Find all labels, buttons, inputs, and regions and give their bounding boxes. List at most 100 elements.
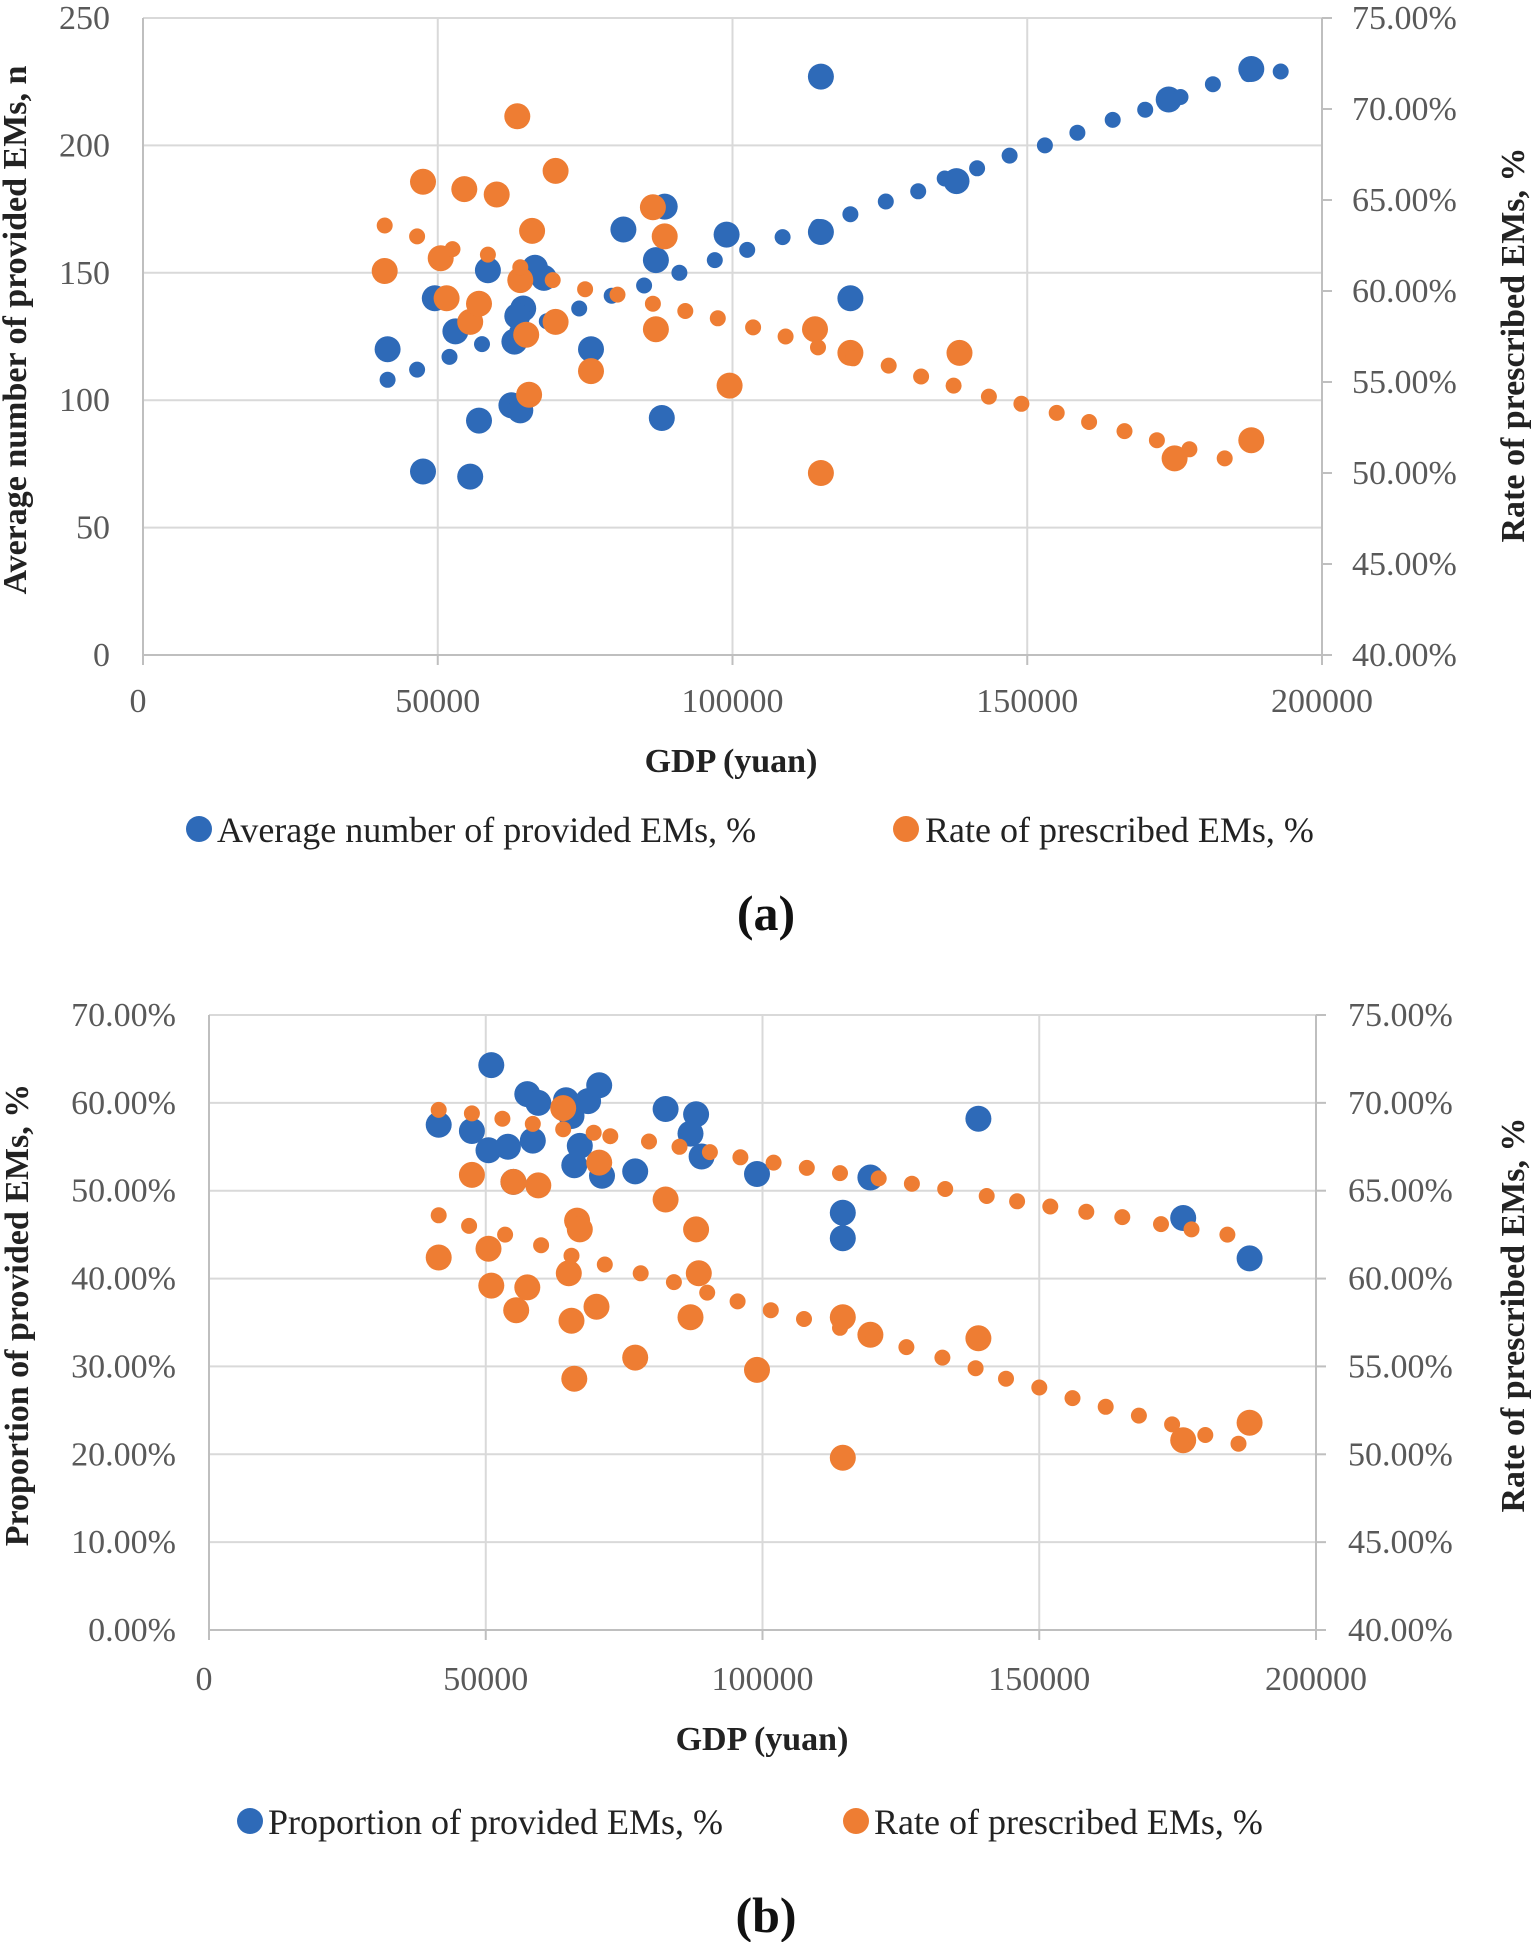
panel-a-blue-point (642, 247, 669, 274)
panel-a-right-axis-title: Rate of prescribed EMs, % (1495, 147, 1532, 542)
panel-b-orange-point (1114, 1209, 1131, 1226)
panel-b-orange-point (978, 1188, 995, 1204)
panel-a-orange-point (777, 328, 794, 345)
panel-a-blue-point (774, 229, 791, 246)
panel-b-orange-point (1042, 1198, 1059, 1215)
panel-b-orange-point (865, 1328, 882, 1345)
panel-a-legend-marker-blue (186, 816, 212, 842)
panel-b-orange-point (558, 1307, 585, 1334)
panel-b-orange-point (903, 1175, 920, 1192)
panel-a-chart: 0 50 100 150 200 250 40.00% 45.00% 50.00% 55.00% 6… (0, 0, 1532, 941)
panel-a-blue-point (842, 206, 859, 223)
panel-b-orange-point (555, 1260, 582, 1287)
panel-a-left-tick-label: 250 (59, 0, 110, 37)
panel-b-blue-point (1236, 1245, 1263, 1272)
panel-a-left-tick-label: 150 (59, 255, 110, 292)
panel-b-orange-point (461, 1217, 478, 1234)
panel-b-orange-point (525, 1172, 552, 1199)
panel-b-orange-point (458, 1161, 485, 1188)
panel-b-ticks: 0.00% 10.00% 20.00% 30.00% 40.00% 50.00% 60.00… (71, 997, 1453, 1698)
panel-a-blue-point (457, 463, 484, 490)
panel-a-blue-point (578, 336, 604, 363)
panel-a-orange-point (466, 290, 492, 317)
panel-a-blue-point (1272, 63, 1289, 80)
panel-a-orange-point (716, 372, 743, 399)
panel-b-orange-point (1097, 1398, 1114, 1415)
panel-b-right-tick-label: 60.00% (1348, 1261, 1453, 1298)
panel-a-orange-point (845, 350, 862, 367)
panel-a-orange-point (512, 259, 529, 276)
panel-b-orange-point (585, 1124, 602, 1141)
panel-b-blue-point (458, 1118, 485, 1144)
panel-b-orange-point (765, 1154, 782, 1171)
panel-b-legend-marker-blue (237, 1808, 263, 1834)
panel-a-blue-point (441, 348, 458, 365)
panel-b-blue-point (494, 1133, 521, 1160)
panel-b-left-tick-label: 10.00% (71, 1524, 176, 1561)
panel-b-left-axis-title: Proportion of provided EMs, % (0, 1084, 36, 1547)
panel-a-blue-point (1204, 76, 1221, 93)
panel-b-orange-point (500, 1168, 527, 1195)
panel-b-orange-point (425, 1244, 452, 1271)
panel-a-orange-point (1116, 423, 1133, 440)
panel-b-marks (425, 1052, 1263, 1471)
panel-a-orange-point (651, 223, 678, 250)
panel-b-axes (208, 1014, 1326, 1640)
panel-a-blue-point (1137, 101, 1154, 118)
panel-a-blue-point (571, 300, 588, 317)
panel-a-ticks: 0 50 100 150 200 250 40.00% 45.00% 50.00% 55.00% 6… (59, 0, 1457, 720)
panel-b-right-tick-label: 50.00% (1348, 1436, 1453, 1473)
panel-b-x-tick-label: 0 (196, 1661, 213, 1698)
panel-a-blue-point (1001, 147, 1018, 164)
panel-a-blue-point (474, 336, 490, 353)
panel-a-left-tick-label: 100 (59, 382, 110, 419)
panel-a-blue-point (936, 170, 953, 187)
panel-a-x-tick-label: 0 (130, 683, 147, 720)
panel-a-orange-point (644, 295, 661, 312)
panel-a-right-tick-label: 50.00% (1352, 455, 1457, 492)
panel-b-orange-point (965, 1325, 992, 1352)
panel-a-orange-point (451, 176, 478, 203)
panel-a-x-axis-title: GDP (yuan) (645, 743, 818, 780)
panel-b-legend: Proportion of provided EMs, % Rate of pr… (237, 1802, 1263, 1842)
panel-a-left-tick-label: 0 (93, 637, 110, 674)
panel-b-orange-point (677, 1304, 704, 1331)
panel-b-blue-point (475, 1137, 502, 1164)
panel-a-orange-point (578, 358, 604, 385)
panel-b-orange-point (1230, 1435, 1247, 1452)
panel-a-orange-point (1013, 395, 1030, 412)
panel-a-blue-point (474, 257, 501, 284)
panel-b-orange-point (555, 1121, 572, 1138)
panel-a-blue-point (610, 216, 637, 243)
panel-a-orange-point (802, 316, 828, 343)
panel-b-orange-point (497, 1226, 514, 1243)
panel-a-orange-point (945, 377, 962, 394)
panel-b-orange-point (685, 1260, 712, 1287)
panel-b-orange-point (596, 1256, 613, 1273)
panel-a-right-tick-label: 75.00% (1352, 0, 1457, 37)
panel-b-right-tick-label: 45.00% (1348, 1524, 1453, 1561)
panel-b-orange-point (583, 1293, 610, 1320)
panel-b-blue-point (519, 1127, 546, 1154)
panel-b-right-axis-title: Rate of prescribed EMs, % (1495, 1117, 1532, 1512)
panel-b-right-tick-label: 75.00% (1348, 997, 1453, 1034)
panel-a-orange-point (516, 381, 543, 408)
panel-b-orange-point (796, 1311, 812, 1327)
panel-a-blue-point (636, 277, 653, 294)
panel-b-orange-point (586, 1149, 613, 1176)
panel-b-orange-point (550, 1095, 577, 1122)
panel-b-orange-point (798, 1159, 815, 1176)
panel-b-orange-point (832, 1319, 848, 1336)
panel-a-blue-point (807, 63, 834, 90)
panel-b-x-axis-title: GDP (yuan) (676, 1721, 849, 1758)
panel-a-orange-point (880, 357, 897, 374)
panel-a-orange-point (913, 368, 930, 385)
panel-b-orange-point (1153, 1216, 1169, 1233)
panel-a-orange-point (542, 157, 569, 184)
panel-b-orange-point (652, 1186, 679, 1213)
panel-a-orange-point (479, 246, 496, 263)
panel-b-orange-point (602, 1128, 619, 1145)
panel-b-orange-point (1009, 1193, 1026, 1210)
panel-b-orange-point (563, 1247, 580, 1264)
panel-a-blue-point (969, 160, 986, 177)
